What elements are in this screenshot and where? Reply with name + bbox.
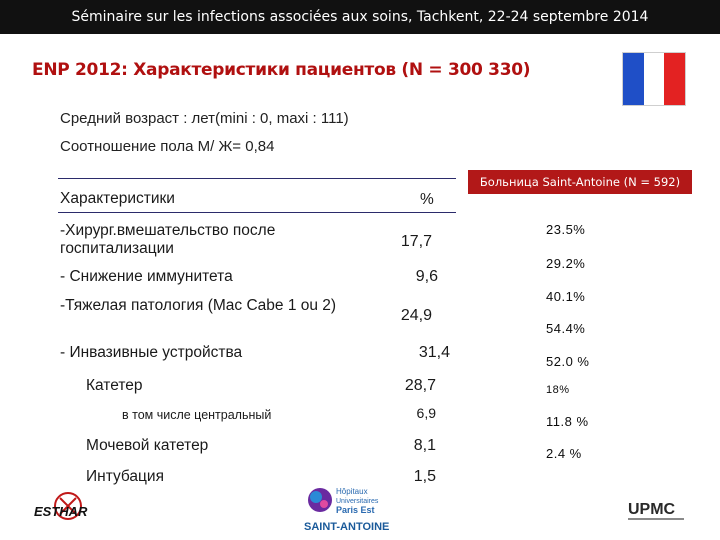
france-flag-icon — [622, 52, 686, 106]
table-row-label: -Тяжелая патология (Mac Cabe 1 ou 2) — [60, 297, 337, 314]
table-header-percent: % — [420, 191, 434, 208]
table-row-value: 31,4 — [418, 344, 450, 361]
mean-age-text: Средний возраст : лет(mini : 0, maxi : 1… — [60, 110, 349, 127]
hospital-value: 23.5% — [546, 222, 586, 237]
table-row-value: 24,9 — [400, 307, 432, 324]
hospital-value: 54.4% — [546, 321, 586, 336]
table-row-label: Интубация — [86, 468, 164, 485]
table-row-value: 17,7 — [400, 233, 432, 250]
hospital-value: 11.8 % — [546, 414, 589, 429]
sex-ratio-text: Соотношение пола М/ Ж= 0,84 — [60, 138, 275, 155]
table-row-value: 6,9 — [416, 405, 436, 421]
saint-antoine-logo-icon: Hôpitaux Universitaires Paris Est SAINT-… — [304, 487, 389, 533]
header-text: Séminaire sur les infections associées a… — [71, 9, 649, 25]
hospital-value: 40.1% — [546, 289, 586, 304]
upmc-logo-text: UPMC — [628, 501, 676, 518]
table-row-value: 28,7 — [404, 377, 436, 394]
hospital-value: 52.0 % — [546, 354, 590, 369]
header-bar: Séminaire sur les infections associées a… — [0, 0, 720, 34]
table-row-label: -Хирург.вмешательство после госпитализац… — [60, 222, 276, 257]
table-top-rule — [58, 178, 456, 179]
upmc-logo-icon: UPMC — [628, 501, 684, 520]
esthar-logo-text: ESTHAR — [34, 504, 88, 519]
table-row-label: Катетер — [86, 377, 143, 394]
hospital-value: 2.4 % — [546, 446, 582, 461]
hopitaux-line1: Hôpitaux — [336, 487, 368, 496]
table-row-label: - Снижение иммунитета — [60, 268, 233, 285]
hospital-value: 29.2% — [546, 256, 586, 271]
saint-antoine-text: SAINT-ANTOINE — [304, 521, 389, 533]
hopitaux-line2: Universitaires — [336, 498, 379, 505]
table-row-label: Мочевой катетер — [86, 437, 209, 454]
hospital-value: 18% — [546, 384, 570, 396]
table-header-label: Характеристики — [60, 190, 175, 207]
table-row-value: 9,6 — [415, 268, 438, 285]
table-header-rule — [58, 212, 456, 213]
table-row-value: 1,5 — [413, 468, 436, 485]
table-row-label: в том числе центральный — [122, 408, 272, 422]
esthar-logo-icon: ESTHAR — [34, 492, 88, 520]
table-row-label: - Инвазивные устройства — [60, 344, 243, 361]
table-row-value: 8,1 — [413, 437, 436, 454]
hospital-header: Больница Saint-Antoine (N = 592) — [468, 170, 692, 194]
slide-title: ENP 2012: Характеристики пациентов (N = … — [32, 60, 531, 80]
hopitaux-line3: Paris Est — [336, 505, 375, 515]
